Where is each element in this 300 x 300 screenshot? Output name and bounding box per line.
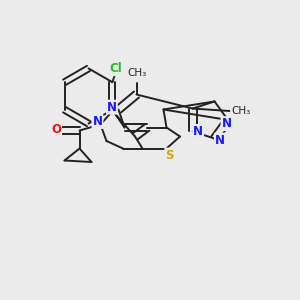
- Text: S: S: [165, 148, 174, 162]
- Text: O: O: [51, 123, 61, 136]
- Text: Cl: Cl: [109, 62, 122, 75]
- Text: N: N: [193, 125, 203, 138]
- Text: CH₃: CH₃: [231, 106, 250, 116]
- Text: N: N: [92, 115, 103, 128]
- Text: N: N: [215, 134, 225, 146]
- Text: N: N: [107, 100, 117, 114]
- Text: N: N: [221, 117, 232, 130]
- Text: CH₃: CH₃: [127, 68, 146, 78]
